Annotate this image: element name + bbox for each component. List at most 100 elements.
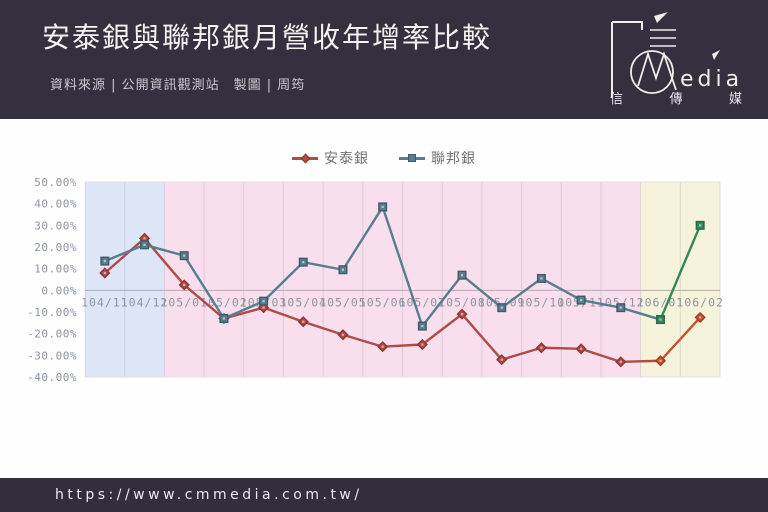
- x-axis-tick-label: 105/01: [160, 295, 208, 309]
- legend-label-union: 聯邦銀: [431, 151, 476, 167]
- source-credit-line: 資料來源 | 公開資訊觀測站 製圖 | 周筠: [50, 78, 306, 93]
- marker-center-dot: [103, 259, 106, 263]
- logo-cn-char: 媒: [728, 92, 742, 107]
- series-segment-安泰銀: [183, 283, 226, 320]
- logo-corner-stroke: [612, 21, 643, 30]
- union-series-key-icon: [399, 153, 425, 163]
- marker-center-dot: [421, 343, 424, 346]
- series-segment-聯邦銀: [302, 260, 345, 271]
- marker-center-dot: [222, 317, 226, 320]
- marker-center-dot: [500, 358, 503, 361]
- x-axis-tick-label: 105/10: [518, 295, 566, 309]
- y-axis-tick-label: -30.00%: [27, 349, 77, 362]
- y-axis-tick-label: -40.00%: [27, 371, 77, 384]
- logo-i-accent: [712, 50, 720, 60]
- series-segment-聯邦銀: [619, 306, 662, 321]
- marker-center-dot: [579, 347, 583, 350]
- legend-item-entie: 安泰銀: [292, 148, 369, 168]
- logo-c-circle: [630, 50, 674, 94]
- marker-center-dot: [659, 318, 662, 321]
- footer-bar: https://www.cmmedia.com.tw/: [0, 478, 768, 512]
- x-axis-tick-label: 105/06: [359, 295, 407, 309]
- region-period-104: [85, 182, 165, 377]
- y-axis-tick-label: -20.00%: [27, 328, 77, 341]
- marker-center-dot: [341, 268, 345, 271]
- series-segment-聯邦銀: [341, 205, 384, 271]
- logo-wordmark-text: edia: [680, 67, 743, 92]
- marker-center-dot: [381, 345, 384, 348]
- series-segment-安泰銀: [619, 359, 662, 364]
- cmedia-logo-mark: edia: [611, 12, 743, 98]
- line-chart: 50.00% 40.00% 30.00% 20.00% 10.00% 0.00% -10.0…: [27, 176, 723, 384]
- series-segment-聯邦銀: [421, 273, 464, 328]
- marker-center-dot: [103, 271, 106, 275]
- legend-item-union: 聯邦銀: [399, 148, 476, 168]
- logo-m-letter: [637, 51, 677, 91]
- series-segment-安泰銀: [262, 306, 305, 323]
- series-segment-聯邦銀: [579, 298, 622, 309]
- x-axis-tick-label: 105/08: [438, 295, 486, 309]
- series-segment-聯邦銀: [183, 254, 226, 320]
- y-axis-tick-label: 20.00%: [34, 241, 77, 254]
- series-segment-聯邦銀: [222, 299, 265, 320]
- marker-center-dot: [579, 298, 583, 302]
- logo-chinese-name: 信 傳 媒: [610, 88, 742, 107]
- marker-center-dot: [699, 224, 702, 227]
- series-segment-安泰銀: [579, 347, 622, 364]
- marker-center-dot: [183, 283, 186, 287]
- entie-diamond-marker-icon: [300, 153, 311, 163]
- header: 安泰銀與聯邦銀月營收年增率比較 資料來源 | 公開資訊觀測站 製圖 | 周筠 e…: [0, 0, 768, 119]
- x-axis-tick-label: 104/11: [81, 295, 129, 309]
- logo-cn-char: 傳: [669, 92, 683, 107]
- marker-center-dot: [143, 237, 146, 240]
- series-segment-聯邦銀: [540, 277, 583, 302]
- x-axis-tick-label: 106/01: [637, 295, 685, 309]
- marker-center-dot: [659, 359, 662, 362]
- series-segment-聯邦銀: [500, 277, 543, 309]
- series-segment-安泰銀: [659, 316, 702, 362]
- chart-legend: 安泰銀 聯邦銀: [0, 148, 768, 168]
- marker-center-dot: [460, 274, 464, 277]
- series-segment-安泰銀: [500, 346, 543, 361]
- y-axis-tick-label: 10.00%: [34, 263, 77, 276]
- marker-center-dot: [619, 360, 622, 363]
- series-segment-聯邦銀: [381, 205, 424, 328]
- marker-center-dot: [500, 306, 503, 309]
- cmedia-logo: edia 信 傳 媒: [588, 10, 748, 110]
- marker-center-dot: [540, 346, 543, 349]
- website-url: https://www.cmmedia.com.tw/: [55, 487, 363, 503]
- marker-center-dot: [460, 313, 464, 316]
- marker-center-dot: [302, 261, 305, 264]
- marker-center-dot: [262, 306, 265, 309]
- marker-center-dot: [183, 254, 186, 257]
- marker-center-dot: [341, 333, 345, 336]
- marker-center-dot: [540, 277, 543, 280]
- logo-cn-char: 信: [610, 92, 624, 107]
- marker-center-dot: [302, 320, 305, 323]
- marker-center-dot: [619, 306, 622, 309]
- series-segment-聯邦銀: [262, 260, 305, 303]
- series-segment-安泰銀: [460, 312, 503, 361]
- x-axis-tick-label: 105/04: [280, 295, 328, 309]
- logo-flag-triangle: [654, 12, 668, 23]
- page-title: 安泰銀與聯邦銀月營收年增率比較: [42, 21, 493, 54]
- marker-center-dot: [421, 324, 424, 328]
- region-period-106: [640, 182, 720, 377]
- legend-label-entie: 安泰銀: [324, 151, 369, 167]
- series-segment-聯邦銀: [659, 224, 702, 321]
- series-segment-安泰銀: [421, 312, 464, 346]
- series-segment-安泰銀: [341, 333, 384, 348]
- series-segment-聯邦銀: [103, 243, 146, 263]
- union-square-marker-icon: [408, 154, 416, 162]
- x-axis-tick-label: 105/05: [319, 295, 367, 309]
- series-segment-安泰銀: [103, 237, 146, 275]
- y-axis-tick-label: 30.00%: [34, 219, 77, 232]
- series-segment-安泰銀: [302, 320, 345, 336]
- marker-center-dot: [699, 316, 702, 319]
- y-axis-tick-label: 40.00%: [34, 198, 77, 211]
- series-segment-安泰銀: [381, 343, 424, 348]
- series-segment-聯邦銀: [460, 273, 503, 309]
- y-axis-tick-label: -10.00%: [27, 306, 77, 319]
- series-segment-安泰銀: [540, 346, 583, 351]
- series-segment-聯邦銀: [143, 243, 186, 257]
